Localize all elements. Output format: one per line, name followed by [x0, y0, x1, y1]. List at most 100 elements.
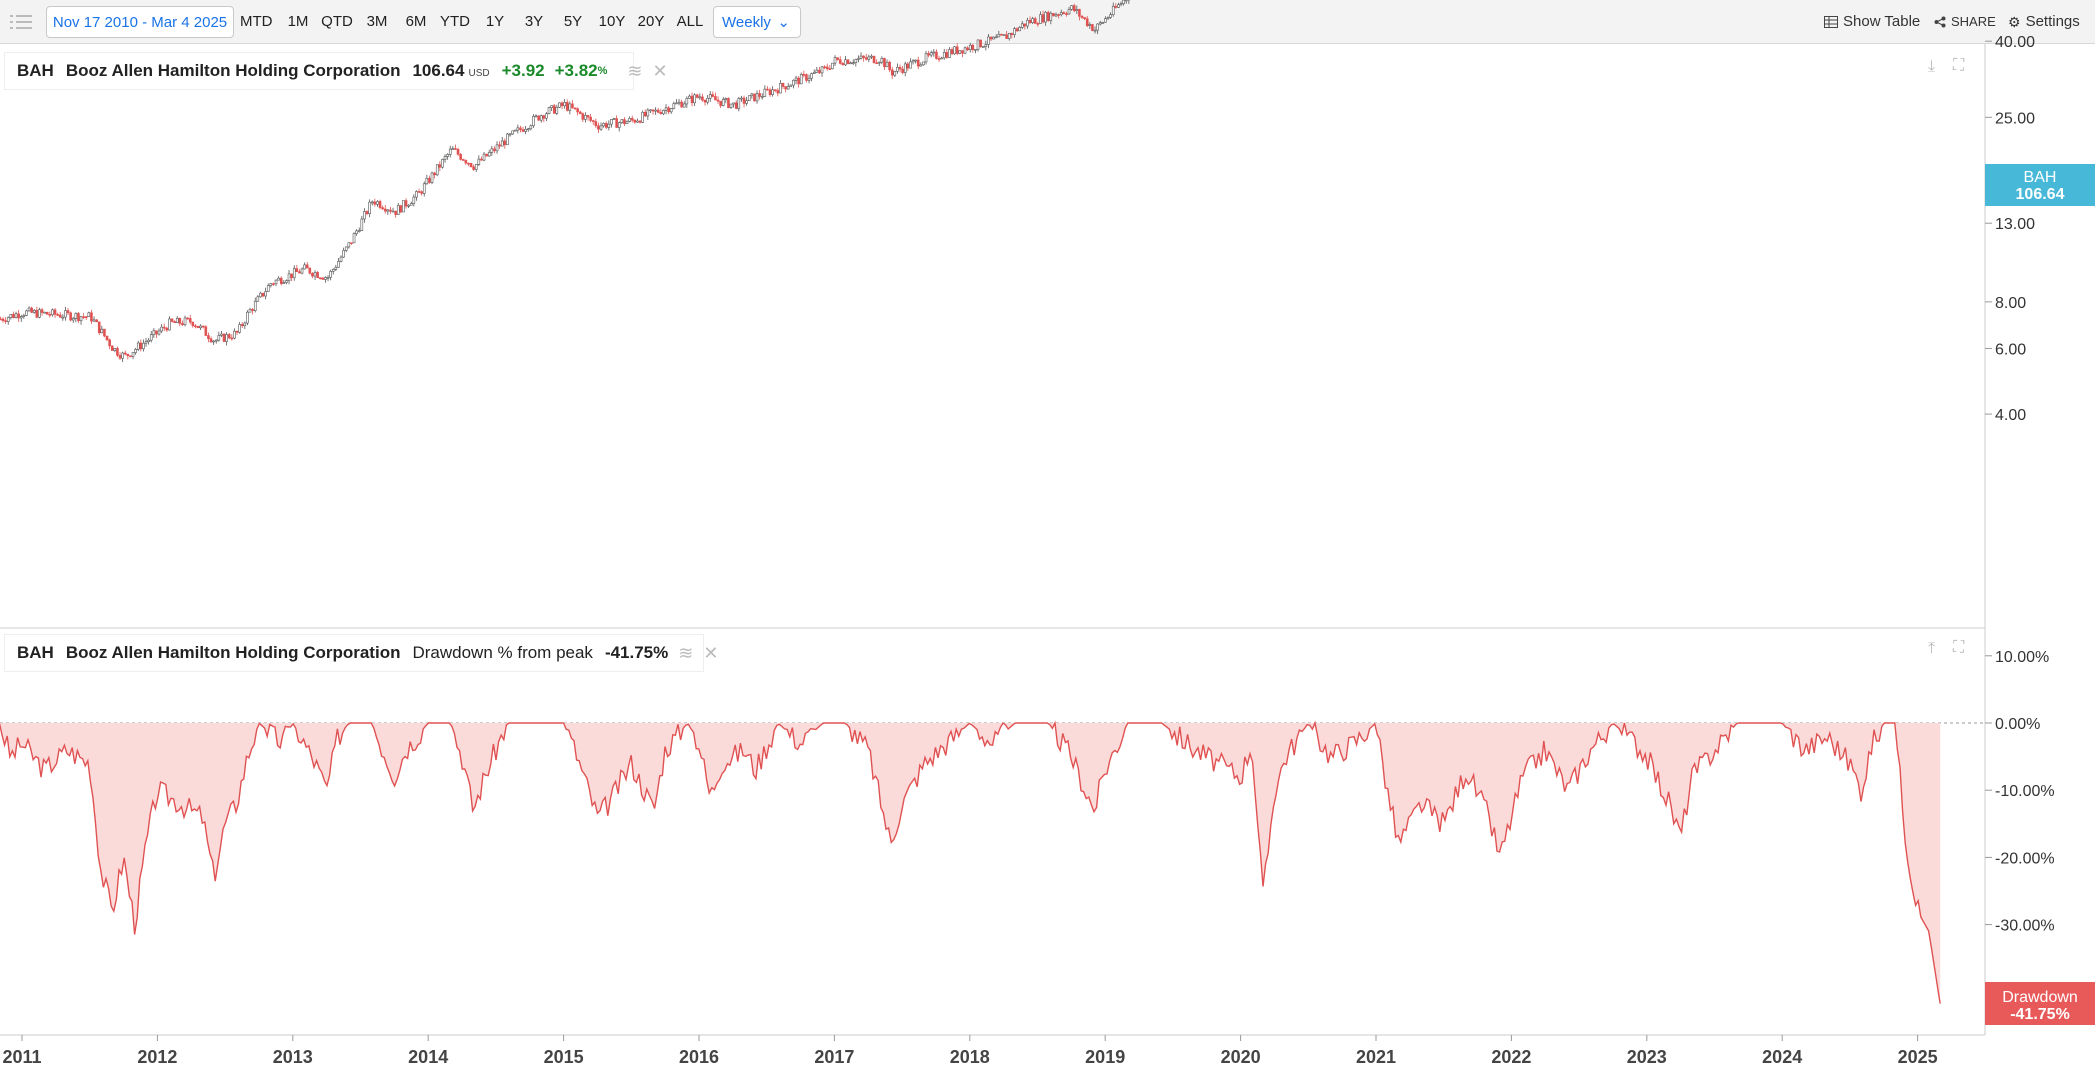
candle-body — [550, 105, 553, 108]
candle-body — [365, 211, 369, 214]
period-6m-button[interactable]: 6M — [405, 13, 427, 30]
legend-drawdown-value: -41.75% — [604, 643, 669, 662]
move-up-icon[interactable]: ⤒ — [1928, 640, 1936, 657]
show-table-label: Show Table — [1843, 13, 1921, 30]
period-5y-button[interactable]: 5Y — [563, 13, 583, 30]
time-tick-label: 2021 — [1356, 1047, 1396, 1067]
candle-body — [734, 102, 738, 109]
period-ytd-button[interactable]: YTD — [440, 13, 470, 30]
candle-body — [669, 108, 673, 113]
candle-body — [105, 335, 109, 341]
period-20y-button[interactable]: 20Y — [637, 13, 665, 30]
share-button[interactable]: SHARE — [1934, 7, 1996, 37]
candle-body — [508, 133, 512, 136]
legend-company-name: Booz Allen Hamilton Holding Corporation — [65, 61, 401, 80]
candle-body — [56, 314, 59, 316]
candle-body — [6, 317, 10, 322]
candle-body — [958, 50, 962, 54]
candle-body — [82, 316, 85, 318]
candle-body — [285, 280, 288, 283]
toolbar: Nov 17 2010 - Mar 4 2025 MTD 1M QTD 3M 6… — [0, 0, 2095, 44]
candle-body — [974, 48, 977, 51]
time-tick-label: 2022 — [1491, 1047, 1531, 1067]
candle-body — [131, 352, 135, 357]
candle-body — [243, 322, 247, 326]
candle-body — [282, 282, 286, 284]
candle-body — [937, 58, 941, 60]
candle-body — [695, 94, 699, 98]
candle-body — [825, 66, 829, 69]
candle-body — [623, 119, 626, 125]
interval-select[interactable]: Weekly ⌄ — [713, 6, 801, 38]
candle-body — [945, 52, 949, 58]
candle-body — [464, 160, 468, 164]
candle-body — [214, 339, 218, 342]
period-mtd-button[interactable]: MTD — [240, 13, 273, 30]
close-icon[interactable]: ✕ — [652, 60, 668, 81]
candle-body — [745, 100, 748, 104]
legend-symbol: BAH — [17, 643, 54, 662]
period-10y-button[interactable]: 10Y — [598, 13, 626, 30]
candle-body — [961, 50, 964, 54]
candle-body — [269, 283, 273, 286]
period-all-button[interactable]: ALL — [676, 13, 704, 30]
settings-button[interactable]: ⚙ Settings — [2008, 7, 2080, 37]
candle-body — [264, 291, 267, 297]
candle-body — [740, 97, 743, 100]
candle-body — [443, 156, 447, 160]
candle-body — [519, 127, 522, 130]
price-last-label-bg — [1985, 164, 2095, 206]
candle-body — [165, 327, 169, 331]
period-3y-button[interactable]: 3Y — [524, 13, 544, 30]
candle-body — [279, 277, 283, 284]
candle-body — [901, 68, 904, 73]
drawdown-tick-label: -30.00% — [1995, 918, 2055, 935]
candle-body — [420, 191, 423, 194]
candle-body — [212, 340, 215, 343]
show-table-button[interactable]: Show Table — [1824, 7, 1920, 37]
candle-body — [342, 250, 345, 258]
period-3m-button[interactable]: 3M — [366, 13, 388, 30]
layers-icon[interactable]: ≋ — [627, 60, 643, 81]
time-tick-label: 2012 — [137, 1047, 177, 1067]
legend-currency: USD — [468, 67, 490, 79]
close-icon[interactable]: ✕ — [703, 642, 719, 663]
price-legend: BAH Booz Allen Hamilton Holding Corporat… — [4, 52, 668, 90]
candle-body — [66, 310, 70, 314]
drawdown-legend: BAH Booz Allen Hamilton Holding Corporat… — [4, 634, 718, 672]
fullscreen-icon[interactable]: ⛶ — [1953, 57, 1965, 74]
candle-body — [602, 123, 605, 127]
candle-body — [846, 59, 850, 65]
candle-body — [53, 309, 57, 315]
candle-body — [84, 316, 88, 318]
period-1y-button[interactable]: 1Y — [485, 13, 505, 30]
candle-body — [251, 309, 254, 311]
candle-body — [222, 333, 226, 342]
candle-body — [225, 334, 228, 342]
candle-body — [815, 69, 819, 73]
price-tick-label: 6.00 — [1995, 341, 2026, 358]
period-1m-button[interactable]: 1M — [287, 13, 309, 30]
candle-body — [321, 277, 325, 280]
candle-body — [261, 292, 265, 297]
fullscreen-icon[interactable]: ⛶ — [1953, 639, 1965, 656]
candle-body — [690, 95, 694, 104]
layers-icon[interactable]: ≋ — [678, 642, 694, 663]
candle-body — [100, 328, 104, 334]
candle-body — [864, 57, 868, 60]
candle-body — [402, 200, 405, 213]
period-qtd-button[interactable]: QTD — [321, 13, 353, 30]
candle-body — [35, 310, 39, 318]
date-range-picker[interactable]: Nov 17 2010 - Mar 4 2025 — [46, 6, 234, 38]
sidebar-toggle-icon[interactable] — [10, 12, 32, 32]
candle-body — [459, 154, 462, 160]
download-icon[interactable]: ⤓ — [1928, 58, 1936, 75]
candle-body — [763, 88, 767, 97]
candle-body — [183, 317, 187, 326]
candle-body — [103, 328, 106, 337]
candle-body — [727, 98, 730, 108]
candle-body — [175, 317, 179, 323]
candle-body — [409, 203, 413, 206]
candle-body — [14, 313, 18, 318]
candle-body — [162, 326, 166, 329]
